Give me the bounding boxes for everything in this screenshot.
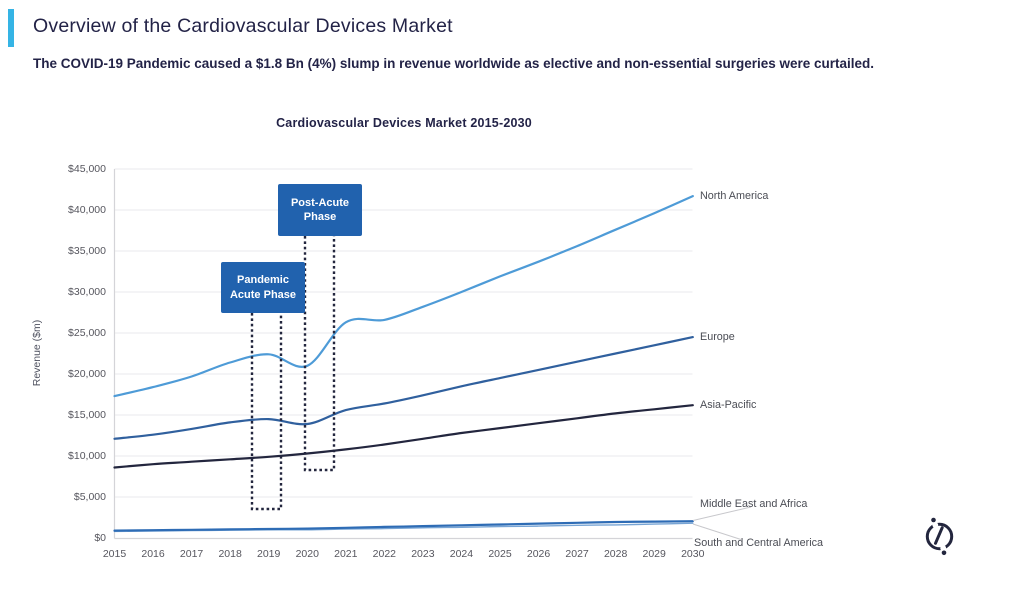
x-tick-label: 2017: [179, 548, 204, 560]
y-tick-label: $5,000: [73, 491, 106, 503]
globaldata-logo-icon: [925, 517, 954, 556]
y-tick-label: $25,000: [68, 327, 106, 339]
y-tick-label: $45,000: [68, 163, 106, 175]
x-tick-label: 2029: [642, 548, 666, 560]
x-tick-label: 2025: [488, 548, 512, 560]
x-tick-label: 2028: [603, 548, 628, 560]
x-tick-label: 2021: [334, 548, 358, 560]
x-tick-label: 2020: [295, 548, 319, 560]
series-label-middle-east-and-africa: Middle East and Africa: [700, 497, 808, 510]
x-tick-label: 2018: [218, 548, 242, 560]
series-line-asia-pacific: [113, 404, 694, 469]
x-tick-label: 2015: [102, 548, 127, 560]
label-leader-line: [692, 523, 742, 540]
annotation-post-acute-phase: Post-Acute Phase: [278, 184, 362, 236]
x-tick-label: 2030: [681, 548, 705, 560]
x-tick-label: 2016: [141, 548, 165, 560]
x-tick-label: 2023: [411, 548, 435, 560]
page-subtitle: The COVID-19 Pandemic caused a $1.8 Bn (…: [33, 56, 875, 71]
series-line-north-america: [113, 195, 694, 398]
y-tick-label: $35,000: [68, 245, 106, 257]
page-title: Overview of the Cardiovascular Devices M…: [33, 15, 453, 37]
x-tick-label: 2019: [257, 548, 281, 560]
series-label-asia-pacific: Asia-Pacific: [700, 398, 757, 411]
y-tick-label: $20,000: [68, 368, 106, 380]
title-accent-bar: [8, 9, 14, 47]
series-label-south-and-central-america: South and Central America: [694, 536, 824, 549]
y-tick-label: $0: [94, 532, 106, 544]
annotation-dotted-range: [303, 236, 336, 472]
series-label-north-america: North America: [700, 189, 769, 202]
x-tick-label: 2026: [526, 548, 551, 560]
y-tick-label: $10,000: [68, 450, 106, 462]
annotation-line: Pandemic: [237, 274, 289, 287]
annotation-line: Post-Acute: [290, 196, 350, 209]
y-tick-label: $15,000: [68, 409, 106, 421]
annotation-dotted-range: [250, 313, 283, 511]
series-line-middle-east-and-africa: [113, 520, 694, 532]
label-leader-line: [692, 506, 752, 521]
series-line-europe: [113, 336, 694, 440]
chart-title: Cardiovascular Devices Market 2015-2030: [276, 116, 532, 130]
y-tick-label: $30,000: [68, 286, 106, 298]
annotation-line: Phase: [303, 211, 337, 223]
x-tick-label: 2024: [449, 548, 474, 560]
y-tick-label: $40,000: [68, 204, 106, 216]
annotation-pandemic-acute-phase: Pandemic Acute Phase: [221, 262, 305, 313]
x-tick-label: 2027: [565, 548, 589, 560]
annotation-line: Acute Phase: [229, 288, 297, 301]
x-tick-label: 2022: [372, 548, 397, 560]
series-label-europe: Europe: [700, 330, 735, 343]
